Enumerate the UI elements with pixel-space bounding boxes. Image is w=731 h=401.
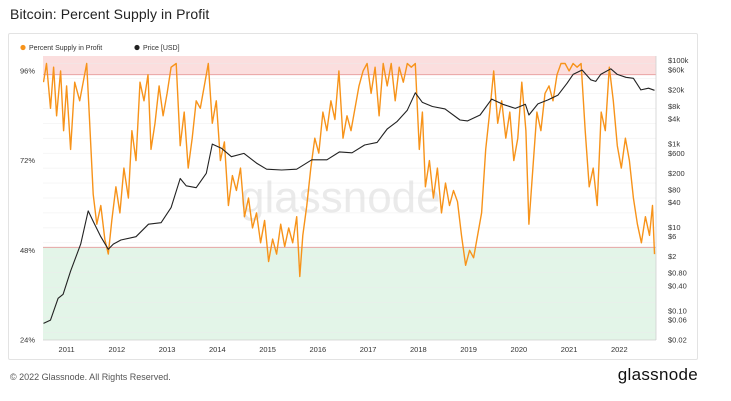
y-right-tick-label: $0.80	[668, 269, 687, 278]
y-right-tick-label: $40	[668, 198, 681, 207]
brand-logo[interactable]: glassnode	[617, 365, 698, 384]
y-right-tick-label: $100k	[668, 56, 689, 65]
chart-title: Bitcoin: Percent Supply in Profit	[10, 6, 210, 22]
chart-bands	[43, 56, 656, 340]
y-right-tick-label: $1k	[668, 140, 680, 149]
x-tick-label: 2020	[510, 345, 527, 354]
y-right-tick-label: $600	[668, 149, 685, 158]
x-tick-label: 2011	[59, 345, 75, 354]
x-tick-label: 2022	[611, 345, 628, 354]
x-tick-label: 2012	[109, 345, 126, 354]
y-right-tick-label: $200	[668, 169, 685, 178]
y-right-tick-label: $0.10	[668, 306, 687, 315]
chart-legend: Percent Supply in Profit Price [USD]	[20, 44, 180, 52]
y-right-tick-label: $8k	[668, 102, 680, 111]
band-1	[43, 247, 656, 340]
series-line-percent-supply	[43, 62, 656, 278]
y-right-tick-label: $20k	[668, 85, 685, 94]
legend-label: Percent Supply in Profit	[29, 45, 102, 52]
y-right-tick-label: $2	[668, 252, 676, 261]
x-tick-label: 2013	[159, 345, 176, 354]
y-right-tick-label: $0.06	[668, 316, 687, 325]
y-right-tick-label: $10	[668, 223, 681, 232]
chart-series-layer	[43, 62, 656, 324]
y-left-tick-label: 72%	[20, 156, 35, 165]
x-tick-label: 2018	[410, 345, 427, 354]
y-right-tick-label: $0.02	[668, 336, 687, 345]
band-0	[43, 56, 656, 75]
y-right-tick-label: $80	[668, 185, 681, 194]
chart-watermark: glassnode	[240, 173, 441, 222]
y-right-tick-label: $4k	[668, 115, 680, 124]
chart-axes: 96% 72% 48% 24% $100k$60k $20k $8k $4k $1k$600 $2…	[20, 56, 689, 354]
y-left-tick-label: 24%	[20, 336, 35, 345]
x-tick-label: 2014	[209, 345, 226, 354]
x-tick-label: 2015	[259, 345, 276, 354]
y-right-tick-label: $60k	[668, 65, 685, 74]
y-left-tick-label: 48%	[20, 246, 35, 255]
y-right-tick-label: $0.40	[668, 281, 687, 290]
x-tick-label: 2019	[460, 345, 477, 354]
legend-marker	[134, 44, 140, 51]
series-line-price	[43, 68, 655, 324]
y-left-tick-label: 96%	[20, 66, 35, 75]
x-tick-label: 2016	[310, 345, 327, 354]
legend-label: Price [USD]	[143, 45, 180, 52]
x-tick-label: 2017	[360, 345, 377, 354]
footer-copyright: © 2022 Glassnode. All Rights Reserved.	[10, 372, 171, 382]
x-tick-label: 2021	[561, 345, 578, 354]
y-right-tick-label: $6	[668, 232, 676, 241]
legend-marker	[20, 44, 26, 51]
